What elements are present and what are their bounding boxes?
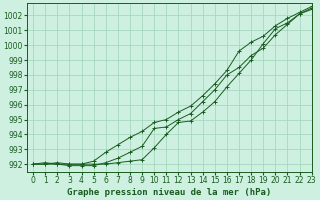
X-axis label: Graphe pression niveau de la mer (hPa): Graphe pression niveau de la mer (hPa) [67,188,271,197]
